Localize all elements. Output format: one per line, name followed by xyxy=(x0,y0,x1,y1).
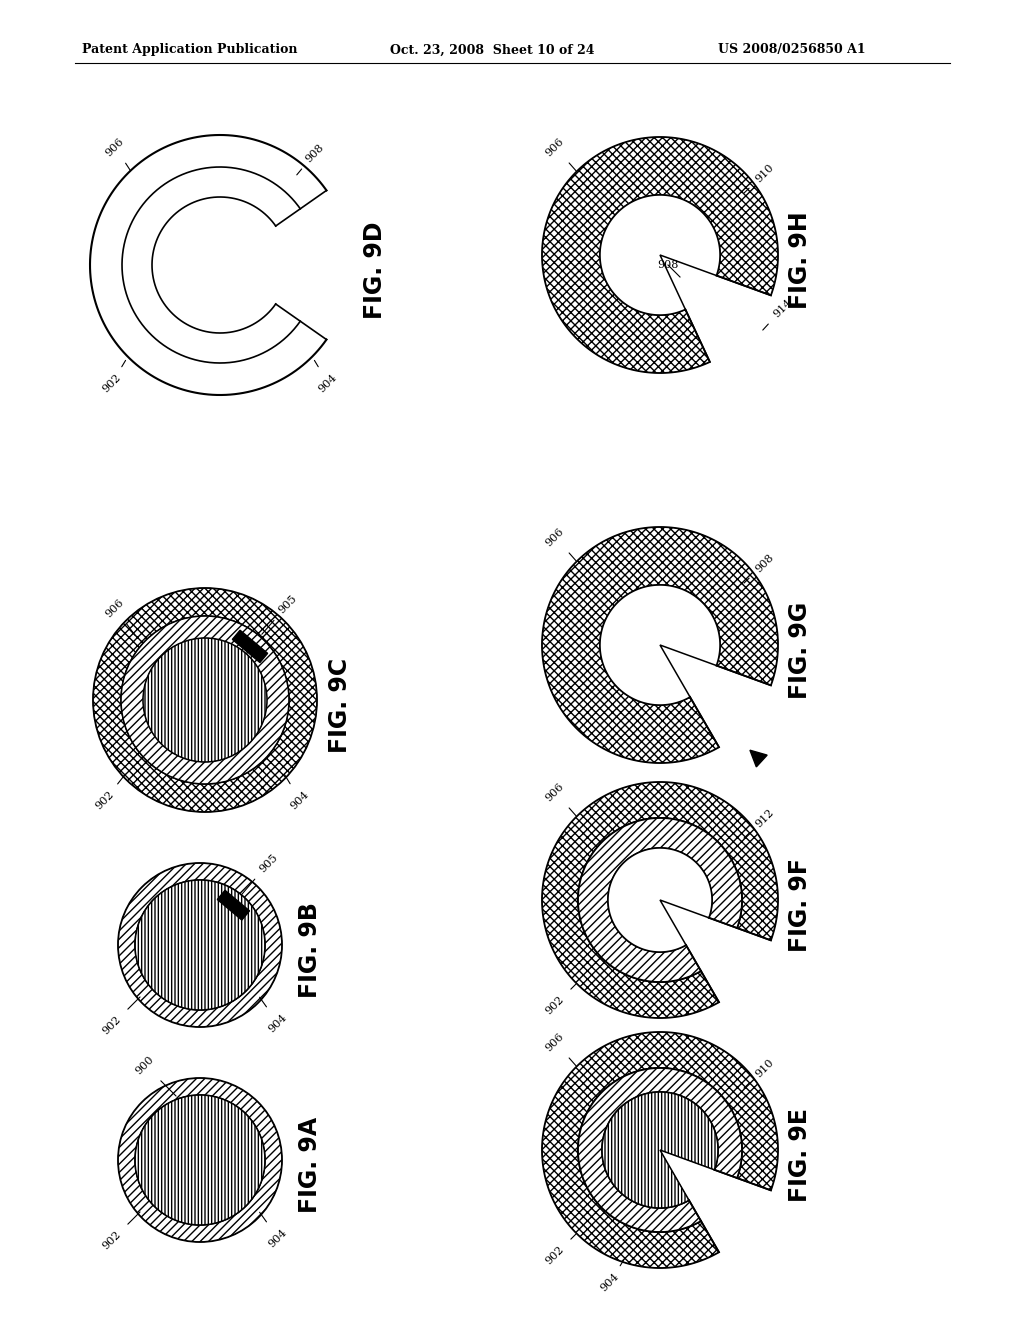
Text: 906: 906 xyxy=(544,525,577,561)
Text: US 2008/0256850 A1: US 2008/0256850 A1 xyxy=(718,44,865,57)
Polygon shape xyxy=(608,847,712,952)
Text: FIG. 9F: FIG. 9F xyxy=(788,858,812,952)
Text: FIG. 9C: FIG. 9C xyxy=(328,657,352,752)
Text: 904: 904 xyxy=(314,360,339,395)
Polygon shape xyxy=(750,750,767,767)
Text: 906: 906 xyxy=(544,781,577,816)
Polygon shape xyxy=(600,195,720,315)
Circle shape xyxy=(135,880,265,1010)
Text: 914: 914 xyxy=(763,297,794,330)
Text: FIG. 9B: FIG. 9B xyxy=(298,902,322,998)
Text: 908: 908 xyxy=(297,143,326,174)
Text: 902: 902 xyxy=(544,1234,577,1266)
Circle shape xyxy=(90,135,350,395)
Circle shape xyxy=(152,197,288,333)
Circle shape xyxy=(93,587,317,812)
Polygon shape xyxy=(578,818,742,982)
Text: FIG. 9G: FIG. 9G xyxy=(788,602,812,698)
Text: 905: 905 xyxy=(262,593,299,635)
Text: FIG. 9E: FIG. 9E xyxy=(788,1107,812,1203)
Text: 910: 910 xyxy=(744,162,776,193)
Circle shape xyxy=(121,616,289,784)
Circle shape xyxy=(135,1096,265,1225)
Text: 906: 906 xyxy=(544,1031,577,1067)
Circle shape xyxy=(135,880,265,1010)
Text: FIG. 9D: FIG. 9D xyxy=(362,222,387,318)
Text: 902: 902 xyxy=(101,1212,140,1251)
Text: 900: 900 xyxy=(134,1053,176,1096)
Circle shape xyxy=(121,616,289,784)
Polygon shape xyxy=(542,137,778,374)
Text: 905: 905 xyxy=(242,853,280,895)
Text: 902: 902 xyxy=(101,997,140,1036)
Text: 906: 906 xyxy=(544,136,577,170)
Text: 908: 908 xyxy=(744,552,776,583)
Text: 904: 904 xyxy=(260,998,289,1034)
Polygon shape xyxy=(217,890,250,920)
Text: 906: 906 xyxy=(103,136,130,170)
Text: 912: 912 xyxy=(744,807,776,838)
Polygon shape xyxy=(542,1032,778,1269)
Text: 904: 904 xyxy=(599,1261,624,1294)
Polygon shape xyxy=(602,1092,718,1208)
Wedge shape xyxy=(220,185,360,346)
Polygon shape xyxy=(542,527,778,763)
Text: 902: 902 xyxy=(101,360,126,395)
Text: 902: 902 xyxy=(94,775,125,810)
Text: 902: 902 xyxy=(544,983,577,1016)
Circle shape xyxy=(143,638,267,762)
Polygon shape xyxy=(542,781,778,1018)
Circle shape xyxy=(135,1096,265,1225)
Circle shape xyxy=(122,168,318,363)
Polygon shape xyxy=(232,630,267,663)
Polygon shape xyxy=(578,1068,742,1232)
Text: Oct. 23, 2008  Sheet 10 of 24: Oct. 23, 2008 Sheet 10 of 24 xyxy=(390,44,595,57)
Text: 904: 904 xyxy=(260,1212,289,1249)
Text: 904: 904 xyxy=(285,775,311,810)
Circle shape xyxy=(118,1078,282,1242)
Text: 910: 910 xyxy=(744,1057,776,1088)
Polygon shape xyxy=(600,585,720,705)
Text: FIG. 9A: FIG. 9A xyxy=(298,1117,322,1213)
Circle shape xyxy=(118,863,282,1027)
Text: Patent Application Publication: Patent Application Publication xyxy=(82,44,298,57)
Text: 908: 908 xyxy=(657,260,679,271)
Text: FIG. 9H: FIG. 9H xyxy=(788,211,812,309)
Text: 906: 906 xyxy=(103,597,135,636)
